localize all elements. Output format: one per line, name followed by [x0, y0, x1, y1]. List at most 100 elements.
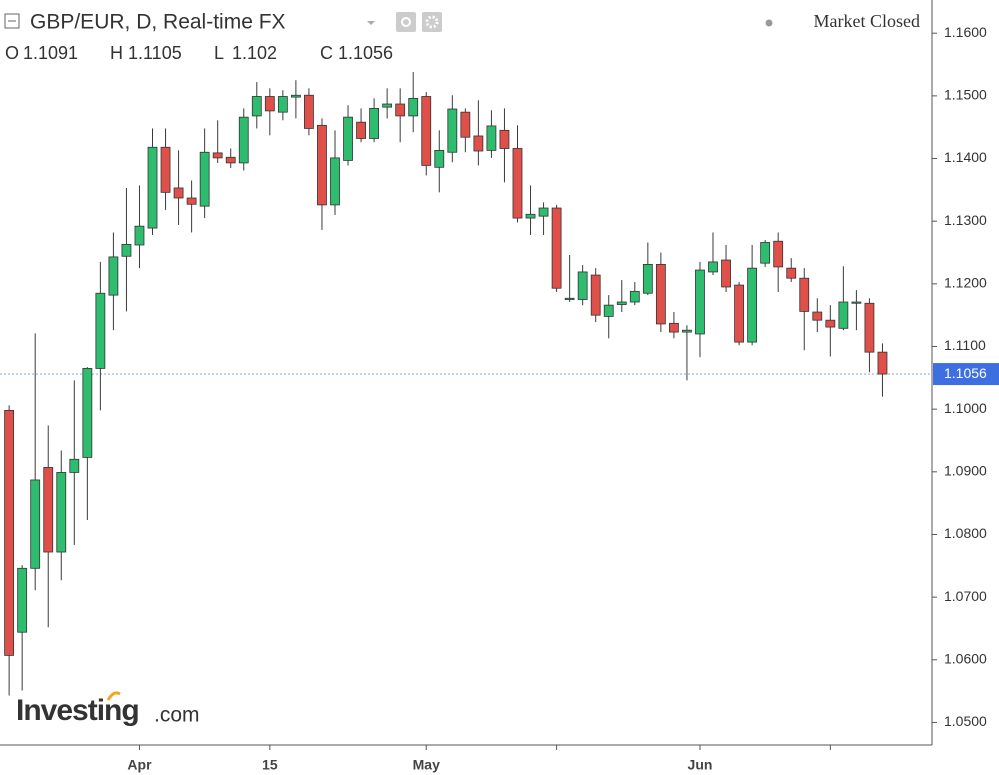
candle-body [69, 458, 80, 473]
candle-body [642, 264, 653, 294]
candle-body [30, 479, 41, 569]
y-tick-label: 1.1600 [944, 24, 987, 40]
candle-body [577, 271, 588, 300]
candle-body [121, 243, 132, 257]
candle-body [499, 129, 510, 149]
candle-body [43, 467, 54, 553]
visibility-icon [401, 17, 411, 27]
candle-body [551, 207, 562, 289]
candle-body [82, 368, 93, 458]
ohlc-value: 1.102 [232, 43, 277, 63]
y-tick-label: 1.0900 [944, 463, 987, 479]
y-tick-label: 1.1000 [944, 400, 987, 416]
y-tick-label: 1.1400 [944, 149, 987, 165]
candle-body [264, 96, 275, 112]
visibility-button[interactable] [396, 12, 416, 32]
watermark-main: Investing [16, 694, 139, 727]
candle-body [134, 225, 145, 246]
candle-body [290, 94, 301, 98]
market-status: Market Closed [814, 11, 920, 31]
candle-body [760, 242, 771, 264]
y-tick-label: 1.0600 [944, 650, 987, 666]
candle-body [408, 97, 419, 117]
candle-body [108, 256, 119, 296]
candle-body [356, 121, 366, 139]
candle-body [525, 213, 536, 219]
y-tick-label: 1.0500 [944, 713, 987, 729]
candle-body [56, 472, 67, 553]
ohlc-key: H [110, 43, 123, 63]
x-tick-label: Jun [688, 757, 713, 773]
candle-body [708, 261, 718, 273]
candle-body [369, 107, 380, 139]
candle-body [669, 322, 679, 333]
settings-button[interactable] [422, 12, 442, 32]
y-tick-label: 1.0800 [944, 525, 987, 541]
candles [4, 72, 888, 696]
last-price-label: 1.1056 [944, 365, 987, 381]
candle-body [160, 146, 171, 193]
candle-body [238, 116, 249, 164]
candle-body [17, 567, 28, 633]
y-tick-label: 1.1200 [944, 275, 987, 291]
y-tick-label: 1.1500 [944, 87, 987, 103]
candle-body [473, 135, 484, 152]
candle-body [603, 304, 614, 317]
candle-body [395, 103, 406, 117]
candle-body [186, 197, 197, 205]
chart-title: GBP/EUR, D, Real-time FX [30, 11, 286, 34]
candle-body [812, 311, 823, 321]
candle-body [173, 187, 184, 199]
candle-body [343, 116, 353, 161]
candle-body [629, 290, 640, 303]
candle-body [330, 157, 340, 206]
candle-body [799, 277, 810, 312]
candle-body [147, 146, 158, 229]
candle-body [682, 329, 692, 333]
candle-body [434, 149, 445, 168]
candle-body [825, 319, 836, 328]
candle-body [382, 103, 393, 108]
ohlc-value: 1.1091 [23, 43, 78, 63]
watermark-swoosh [106, 691, 121, 701]
ohlc-key: C [320, 43, 333, 63]
ohlc-value: 1.1105 [128, 43, 182, 63]
collapse-icon[interactable] [4, 13, 20, 29]
y-tick-label: 1.1100 [944, 337, 986, 353]
candle-body [251, 96, 262, 117]
x-tick-label: 15 [262, 757, 278, 773]
candle-body [421, 96, 432, 166]
ohlc-key: L [214, 43, 224, 63]
candle-body [590, 274, 601, 316]
candle-body [512, 148, 523, 219]
last-price-tag [933, 363, 999, 386]
candle-body [734, 284, 744, 343]
collapse-box [4, 13, 20, 29]
candle-body [838, 301, 849, 329]
candle-body [864, 302, 875, 353]
ohlc-key: O [5, 43, 19, 63]
candle-body [773, 240, 784, 268]
candle-body [877, 351, 888, 375]
candle-body [655, 264, 666, 325]
candle-body [747, 267, 758, 343]
x-tick-label: May [413, 757, 440, 773]
candle-body [460, 111, 471, 138]
settings-icon [425, 15, 439, 29]
candle-body [447, 108, 458, 153]
candle-body [225, 156, 236, 164]
candle-body [212, 152, 223, 159]
y-tick-label: 1.0700 [944, 588, 987, 604]
watermark-suffix: .com [154, 704, 200, 727]
candle-body [199, 151, 210, 207]
status-dot [765, 19, 773, 27]
y-tick-label: 1.1300 [944, 212, 987, 228]
candle-body [4, 410, 15, 656]
candle-body [786, 267, 797, 279]
candle-body [564, 297, 575, 300]
dropdown-arrow[interactable] [367, 21, 375, 25]
ohlc-value: 1.1056 [338, 43, 393, 63]
candle-body [277, 96, 288, 113]
